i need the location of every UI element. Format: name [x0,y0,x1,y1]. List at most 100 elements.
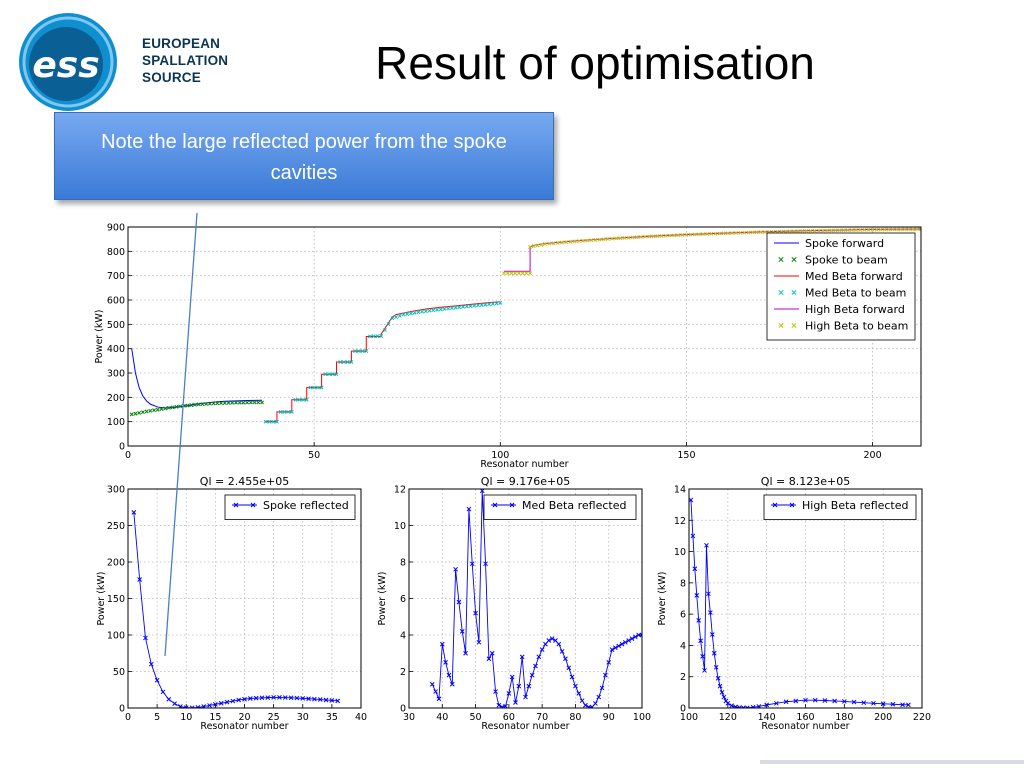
y-tick-label: 500 [107,320,125,331]
legend-entry: Spoke to beam [778,253,888,266]
x-tick-label: 50 [308,450,320,461]
x-tick-label: 150 [677,450,695,461]
callout-pointer-line [164,212,198,657]
series-3 [265,301,501,423]
plot-frame [408,488,643,709]
x-tick-label: 60 [503,712,515,723]
y-tick-label: 8 [400,558,406,569]
series-line [690,499,909,708]
x-tick-label: 100 [680,712,698,723]
y-tick-label: 14 [674,485,686,496]
y-axis-label: Power (kW) [94,309,105,363]
plot-frame [688,488,923,709]
legend: Spoke reflected [224,494,356,520]
note-callout: Note the large reflected power from the … [54,112,554,200]
legend-entry: Spoke forward [774,237,884,250]
series-1 [689,497,911,708]
series-1 [429,489,642,708]
series-5 [504,228,921,272]
y-tick-label: 100 [107,631,125,642]
x-tick-label: 120 [719,712,737,723]
legend-entry: Med Beta forward [774,270,903,283]
series-1 [131,510,341,708]
x-tick-label: 50 [470,712,482,723]
data-point [919,227,921,230]
x-tick-label: 180 [835,712,853,723]
legend-label: Med Beta to beam [805,286,906,299]
chart-title: Ql = 9.176e+05 [481,475,570,488]
y-tick-label: 2 [680,672,686,683]
x-tick-label: 0 [125,450,131,461]
legend-label: Med Beta forward [805,270,903,283]
x-axis-label: Resonator number [761,721,849,732]
series-line [133,512,338,708]
y-tick-label: 0 [400,704,406,715]
series-line [265,301,501,423]
chart-2: 0 5 10 15 20 25 30 35 40 0 50 100 150 200 250 300 Resona… [96,475,367,732]
legend-entry: Med Beta to beam [778,286,906,299]
y-tick-label: 100 [107,417,125,428]
legend: Med Beta reflected [483,494,637,520]
x-tick-label: 30 [403,712,415,723]
footer-rule [760,760,1024,764]
y-tick-label: 150 [107,594,125,605]
series-line [131,348,263,409]
legend-label: Spoke reflected [263,499,349,512]
x-tick-label: 35 [326,712,338,723]
y-tick-label: 10 [394,521,406,532]
y-tick-label: 0 [119,704,125,715]
y-tick-label: 200 [107,558,125,569]
series-line [504,228,921,272]
y-axis-label: Power (kW) [96,571,107,625]
series-1 [131,348,263,409]
legend: Spoke forward Spoke to beam Med Beta forwa… [766,232,916,341]
plot-frame [127,226,922,447]
y-axis-label: Power (kW) [657,571,668,625]
y-tick-label: 6 [400,594,406,605]
legend: High Beta reflected [763,494,917,520]
x-tick-label: 70 [536,712,548,723]
x-tick-label: 40 [436,712,448,723]
ess-logo-mark: ess [19,13,117,111]
y-tick-label: 4 [400,631,406,642]
y-axis-label: Power (kW) [377,571,388,625]
chart-title: Ql = 2.455e+05 [200,475,289,488]
x-axis-label: Resonator number [200,721,288,732]
legend-label: Med Beta reflected [522,499,626,512]
y-tick-label: 200 [107,393,125,404]
chart-3: 30 40 50 60 70 80 90 100 0 2 4 6 8 10 12 Resonator numb… [377,475,651,732]
x-tick-label: 140 [758,712,776,723]
y-tick-label: 10 [674,547,686,558]
y-tick-label: 12 [674,516,686,527]
x-tick-label: 15 [209,712,221,723]
legend-entry: Med Beta reflected [491,499,626,512]
legend-box [766,232,916,341]
plot-area [689,497,911,708]
legend-entry: Spoke reflected [232,499,349,512]
plot-frame [127,488,362,709]
y-tick-label: 400 [107,344,125,355]
logo-text-line-2: SPALLATION [142,53,229,68]
y-tick-label: 300 [107,485,125,496]
x-tick-label: 90 [603,712,615,723]
legend-entry: High Beta to beam [778,319,908,332]
y-tick-label: 600 [107,296,125,307]
legend-label: Spoke forward [805,237,884,250]
x-tick-label: 30 [297,712,309,723]
y-tick-label: 12 [394,485,406,496]
legend-box [224,494,356,520]
legend-entry: High Beta reflected [771,499,909,512]
legend-label: Spoke to beam [805,253,888,266]
y-tick-label: 4 [680,641,686,652]
x-tick-label: 20 [238,712,250,723]
slide-title: Result of optimisation [375,37,815,89]
y-tick-label: 250 [107,521,125,532]
x-tick-label: 5 [154,712,160,723]
y-tick-label: 2 [400,667,406,678]
logo-mark-text: ess [32,45,99,86]
legend-label: High Beta to beam [805,319,908,332]
y-tick-label: 0 [680,704,686,715]
x-tick-label: 25 [268,712,280,723]
data-point [639,632,642,636]
